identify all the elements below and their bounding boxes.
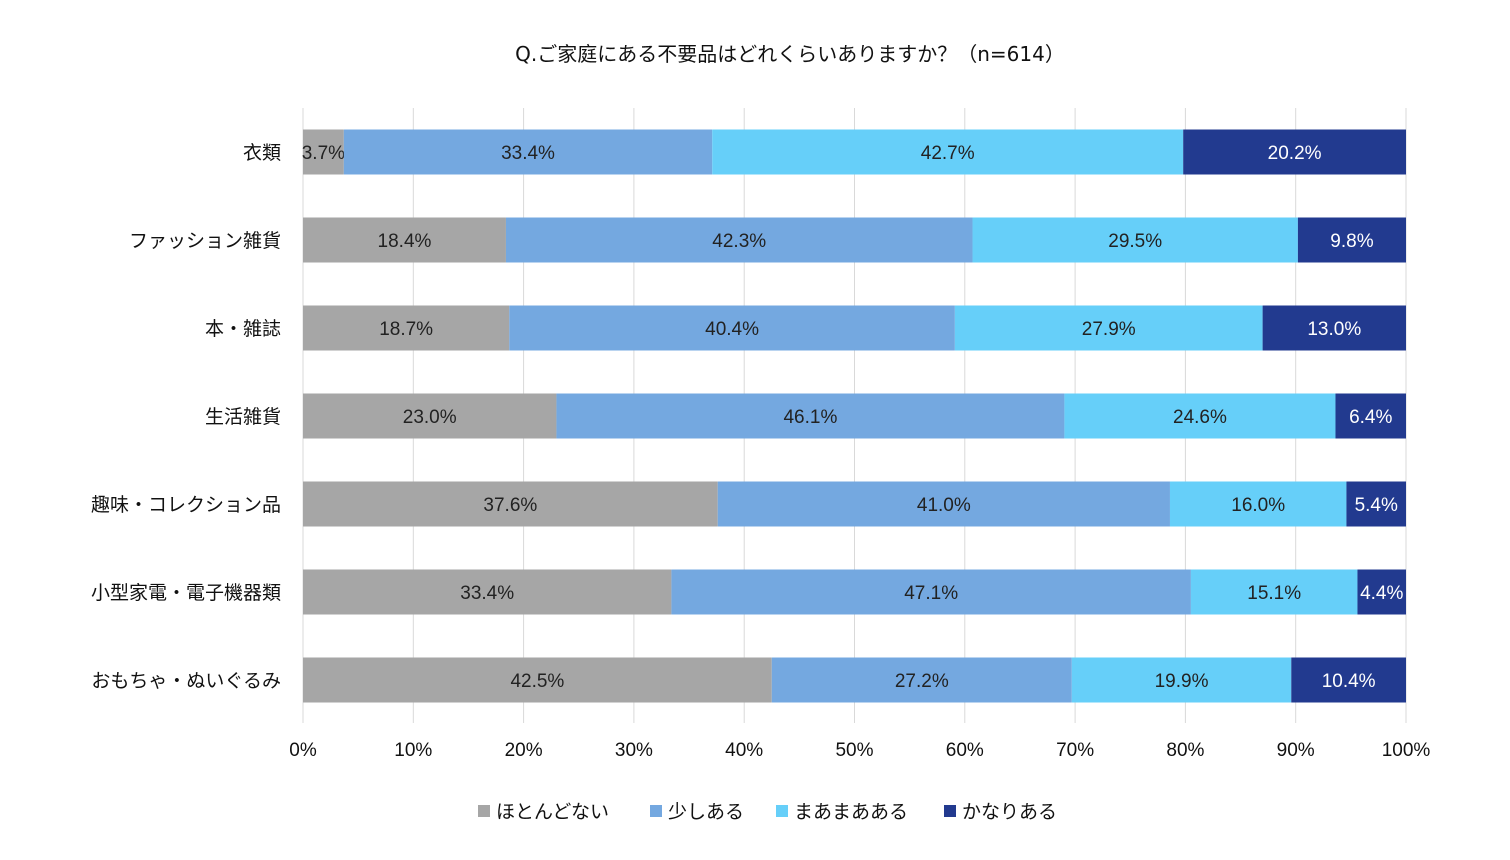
data-label: 33.4%	[460, 583, 514, 604]
bar-segment	[303, 129, 344, 175]
category-labels: 衣類ファッション雑貨本・雑誌生活雑貨趣味・コレクション品小型家電・電子機器類おも…	[91, 142, 281, 692]
data-label: 47.1%	[904, 583, 958, 604]
legend: ほとんどない 少しある まあまあある かなりある	[478, 801, 1057, 823]
bar-segment	[671, 569, 1191, 615]
data-label: 20.2%	[1268, 143, 1322, 164]
bar-segment	[1190, 569, 1358, 615]
category-label: 小型家電・電子機器類	[91, 582, 281, 604]
data-label: 42.3%	[712, 231, 766, 252]
data-label: 4.4%	[1360, 583, 1403, 604]
x-tick-label: 10%	[394, 740, 432, 761]
bar-segment	[1262, 305, 1406, 351]
legend-label: かなりある	[962, 801, 1057, 823]
x-tick-label: 70%	[1056, 740, 1094, 761]
bar-segment	[1357, 569, 1406, 615]
bar-segment	[771, 657, 1072, 703]
x-tick-label: 90%	[1277, 740, 1315, 761]
category-label: 生活雑貨	[205, 406, 281, 428]
legend-swatch	[944, 805, 956, 817]
x-tick-label: 50%	[835, 740, 873, 761]
bar-segment	[1297, 217, 1406, 263]
data-label: 41.0%	[917, 495, 971, 516]
bar-segment	[1346, 481, 1406, 527]
x-tick-label: 100%	[1382, 740, 1431, 761]
bar-segment	[509, 305, 955, 351]
bar-segment	[303, 393, 557, 439]
x-tick-label: 40%	[725, 740, 763, 761]
data-label: 27.9%	[1082, 319, 1136, 340]
category-label: 趣味・コレクション品	[91, 494, 281, 516]
bar-segment	[1169, 481, 1347, 527]
data-label: 15.1%	[1247, 583, 1301, 604]
x-tick-label: 30%	[615, 740, 653, 761]
bar-segment	[303, 217, 506, 263]
data-label: 3.7%	[302, 143, 345, 164]
bar-segment	[1291, 657, 1406, 703]
data-label: 42.7%	[921, 143, 975, 164]
x-axis-ticks: 0% 10% 20% 30% 40% 50% 60% 70% 80% 90% 100%	[289, 740, 1430, 761]
x-tick-label: 60%	[946, 740, 984, 761]
legend-swatch	[650, 805, 662, 817]
legend-label: ほとんどない	[496, 801, 609, 823]
data-label: 5.4%	[1355, 495, 1398, 516]
bar-segment	[303, 569, 672, 615]
bar-segment	[505, 217, 973, 263]
data-label: 46.1%	[783, 407, 837, 428]
bar-segment	[303, 657, 772, 703]
bar-segment	[1183, 129, 1406, 175]
data-label: 9.8%	[1330, 231, 1373, 252]
data-label: 33.4%	[501, 143, 555, 164]
data-label: 42.5%	[510, 671, 564, 692]
legend-label: まあまあある	[794, 801, 908, 823]
bar-segment	[972, 217, 1298, 263]
data-label: 16.0%	[1231, 495, 1285, 516]
data-label: 13.0%	[1307, 319, 1361, 340]
bar-segment	[556, 393, 1065, 439]
legend-swatch	[478, 805, 490, 817]
x-tick-label: 0%	[289, 740, 317, 761]
data-label: 6.4%	[1349, 407, 1392, 428]
data-label: 10.4%	[1322, 671, 1376, 692]
chart-title: Q.ご家庭にある不要品はどれくらいありますか？（n=614）	[515, 42, 1065, 66]
category-label: 衣類	[243, 142, 281, 164]
bar-segment	[1335, 393, 1406, 439]
x-tick-label: 20%	[505, 740, 543, 761]
data-label: 27.2%	[895, 671, 949, 692]
bars: 3.7% 33.4% 42.7% 20.2% 18.4% 42.3% 29.5% 9.8% 18…	[302, 129, 1406, 703]
bar-segment	[954, 305, 1263, 351]
category-label: おもちゃ・ぬいぐるみ	[91, 670, 281, 692]
bar-segment	[717, 481, 1170, 527]
legend-swatch	[776, 805, 788, 817]
data-label: 19.9%	[1155, 671, 1209, 692]
data-label: 29.5%	[1108, 231, 1162, 252]
data-label: 18.4%	[378, 231, 432, 252]
legend-label: 少しある	[668, 801, 744, 823]
bar-segment	[712, 129, 1184, 175]
data-label: 24.6%	[1173, 407, 1227, 428]
category-label: 本・雑誌	[205, 318, 281, 340]
x-tick-label: 80%	[1166, 740, 1204, 761]
bar-segment	[343, 129, 713, 175]
data-label: 23.0%	[403, 407, 457, 428]
bar-segment	[1071, 657, 1292, 703]
bar-segment	[303, 305, 510, 351]
data-label: 37.6%	[483, 495, 537, 516]
bar-segment	[303, 481, 718, 527]
bar-segment	[1064, 393, 1336, 439]
data-label: 40.4%	[705, 319, 759, 340]
data-label: 18.7%	[379, 319, 433, 340]
category-label: ファッション雑貨	[129, 230, 281, 252]
